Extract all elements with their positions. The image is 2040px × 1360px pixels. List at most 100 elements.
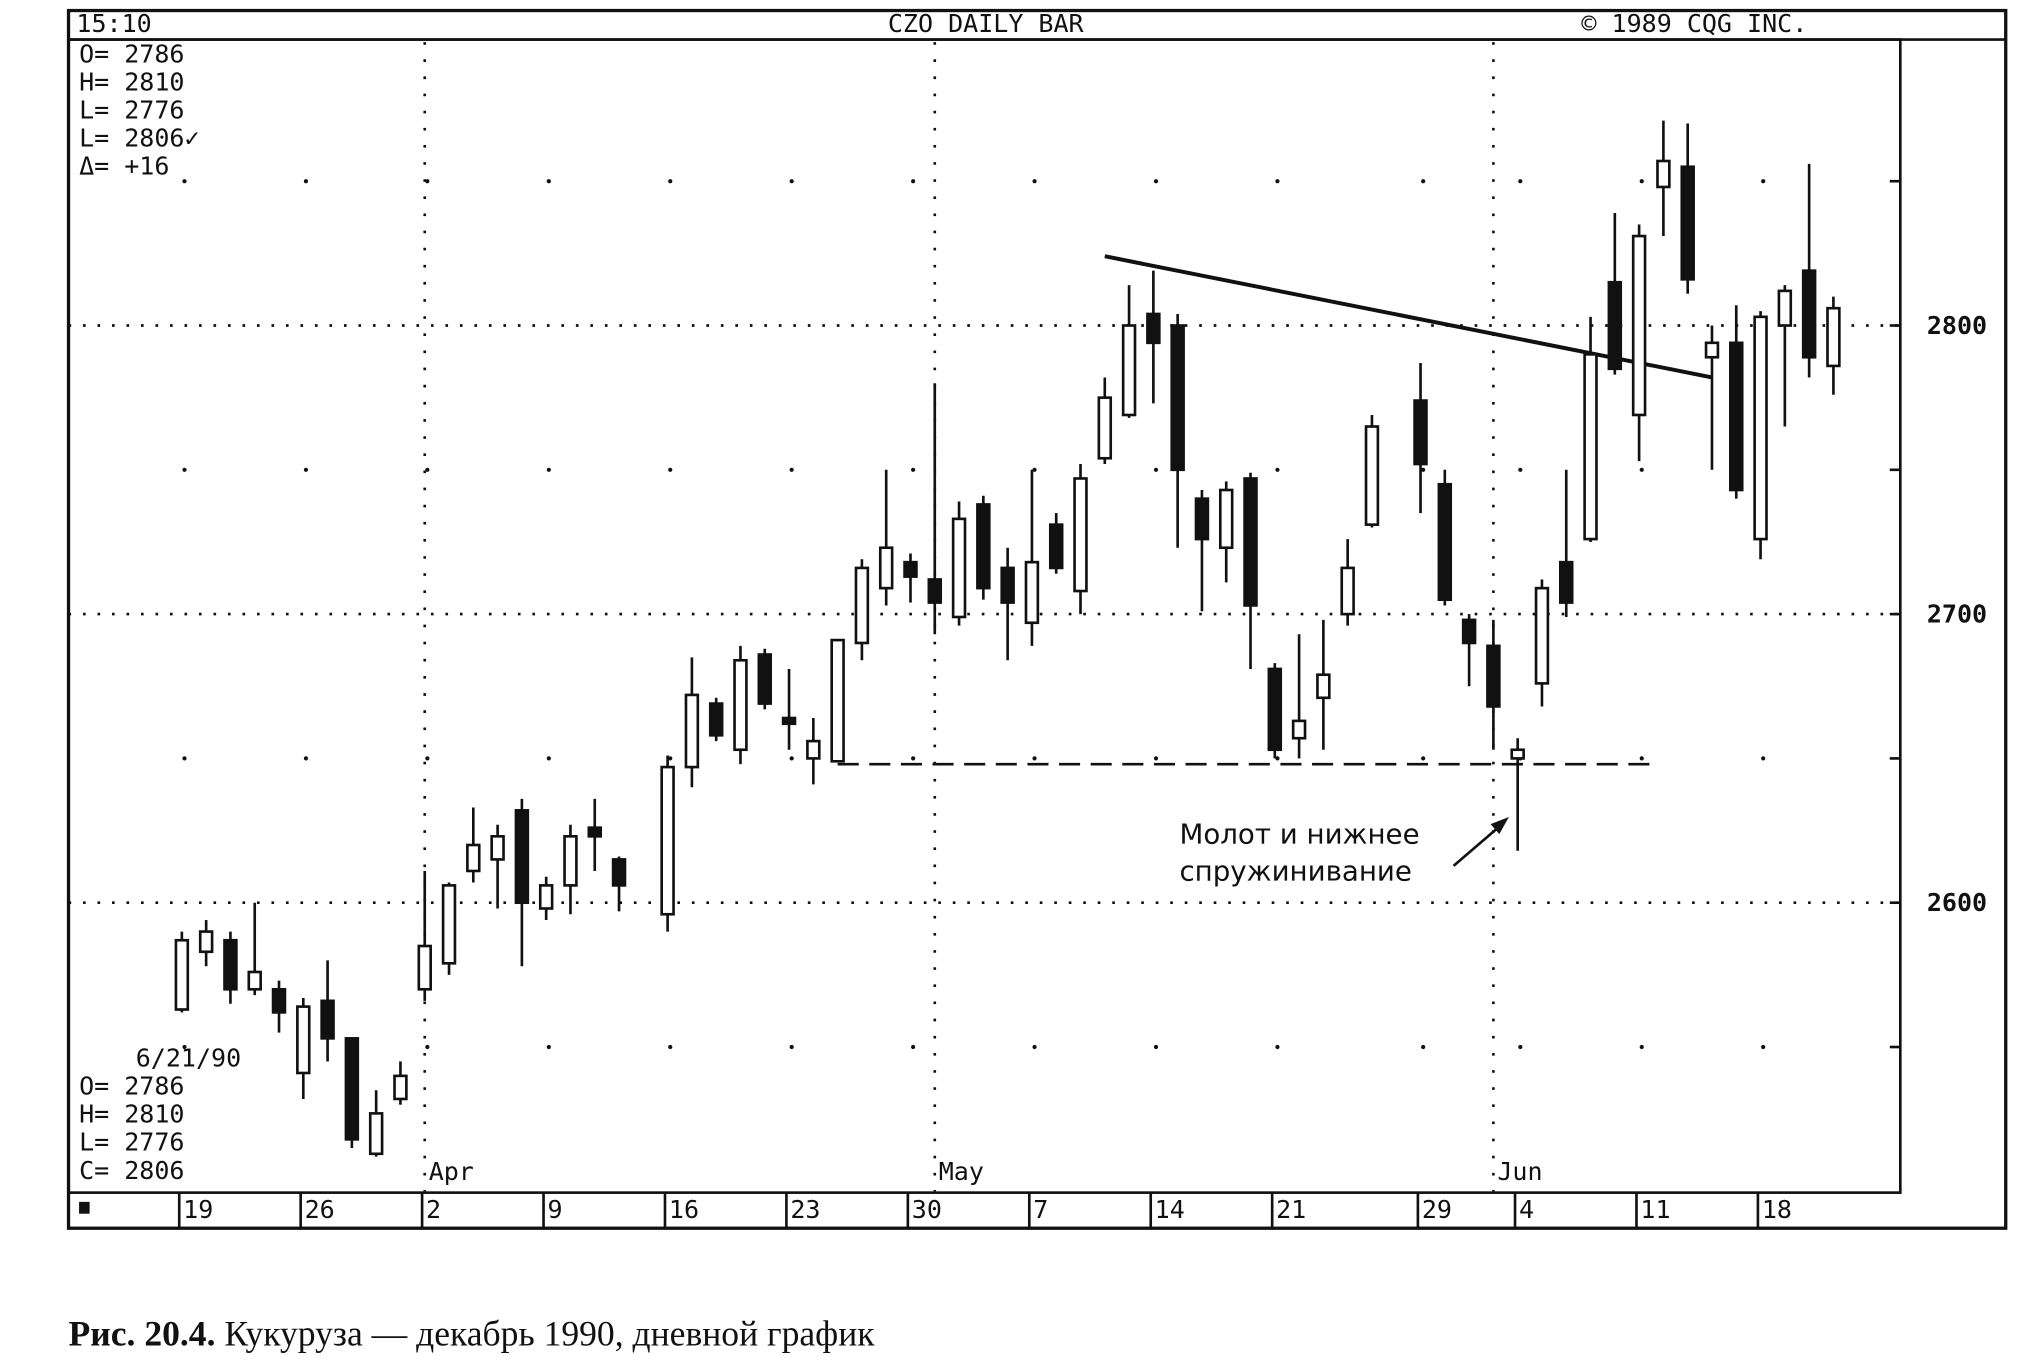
candle-body [368,1112,384,1156]
candle-body [1340,566,1355,616]
y-tick-label: 2600 [1927,888,1987,917]
x-tick-label: 21 [1276,1195,1306,1224]
info-line: C= 2806 [79,1156,184,1185]
candle-body [1583,353,1598,541]
candle-body [1024,560,1040,625]
grid-dot [1518,179,1523,184]
copyright: © 1989 CQG INC. [1581,9,1807,38]
grid-dot [1421,467,1426,472]
candle-body [1607,280,1623,371]
grid-dot [546,179,551,184]
grid-dot [1639,756,1644,761]
grid-dot [668,756,673,761]
grid-dot [1275,179,1280,184]
grid-dot [1639,467,1644,472]
info-line: H= 2810 [79,67,184,96]
candle-body [587,826,602,838]
x-tick-label: 2 [426,1195,441,1224]
candle-body [757,653,773,705]
candle-body [490,835,505,861]
grid-dot [546,467,551,472]
grid-dot [1421,756,1426,761]
x-tick-label: 14 [1155,1195,1185,1224]
info-line: 6/21/90 [136,1044,241,1073]
candle-body [976,503,991,590]
info-line: L= 2776 [79,95,184,124]
grid-dot [1032,1044,1037,1050]
candle-body [1631,234,1647,417]
info-line: O= 2786 [79,39,184,68]
candle-body [296,1005,311,1075]
candle-body [830,638,845,763]
x-tick-label: 18 [1762,1195,1792,1224]
candle-body [1437,482,1453,601]
grid-dot [668,1044,673,1050]
y-tick-label: 2700 [1927,599,1987,628]
corner-icon [79,1201,90,1214]
x-tick-label: 4 [1519,1195,1534,1224]
grid-dot [182,467,187,472]
grid-dot [911,179,916,184]
candle-body [1559,560,1574,604]
candle-body [1801,269,1817,359]
grid-dot [1275,467,1280,472]
candle-body [1218,488,1234,550]
info-line: H= 2810 [79,1100,184,1129]
grid-dot [789,467,794,472]
candle-body [563,835,578,887]
month-label: Apr [429,1157,474,1186]
grid-dot [1032,467,1037,472]
grid-dot [546,756,551,761]
candle-body [223,938,238,991]
candle-body [344,1037,360,1141]
grid-dot [1275,756,1280,761]
caption-label: Рис. 20.4. [69,1314,216,1354]
annotation: Молот и нижнее [1179,818,1419,851]
candle-body [1146,312,1161,345]
grid-dot [1639,179,1644,184]
candle-body [1534,586,1550,685]
grid-dot [425,1044,430,1050]
info-line: Δ= +16 [79,152,169,181]
grid-dot [1032,756,1037,761]
candle-body [441,884,457,965]
plot-frame [67,38,1902,1194]
candle-body [1510,748,1525,760]
grid-dot [911,1044,916,1050]
candle-body [198,930,214,954]
candle-body [1048,523,1064,570]
candle-body [1680,165,1695,281]
candle-body [417,944,432,991]
y-tick-label: 2800 [1927,311,1987,340]
grid-dot [1421,179,1426,184]
x-tick-label: 11 [1640,1195,1670,1224]
grid-dot [1275,1044,1280,1050]
info-line: L= 2776 [79,1128,184,1157]
candle-body [514,809,530,905]
candle-body [1729,341,1744,492]
candle-body [903,560,918,578]
candle-body [951,517,967,619]
candle-body [854,566,870,645]
arrow-head [1490,817,1509,835]
arrow [1452,825,1501,867]
candle-body [1777,289,1793,327]
grid-dot [1421,1044,1426,1050]
candle-body [271,987,287,1014]
info-line: O= 2786 [79,1072,184,1101]
candle-body [1486,644,1501,708]
grid-dot [668,179,673,184]
candle-body [1000,566,1015,604]
candle-body [1826,306,1841,368]
candle-body [1461,618,1477,645]
candle-body [1073,477,1088,593]
grid-dot [425,467,430,472]
x-tick-label: 29 [1422,1195,1452,1224]
candle-body [538,884,554,910]
caption: Рис. 20.4. Кукуруза — декабрь 1990, днев… [69,1314,876,1354]
grid-dot [1518,1044,1523,1050]
x-tick-label: 26 [305,1195,335,1224]
grid-dot [546,1044,551,1050]
grid-dot [1153,756,1159,761]
candle-body [806,739,821,760]
